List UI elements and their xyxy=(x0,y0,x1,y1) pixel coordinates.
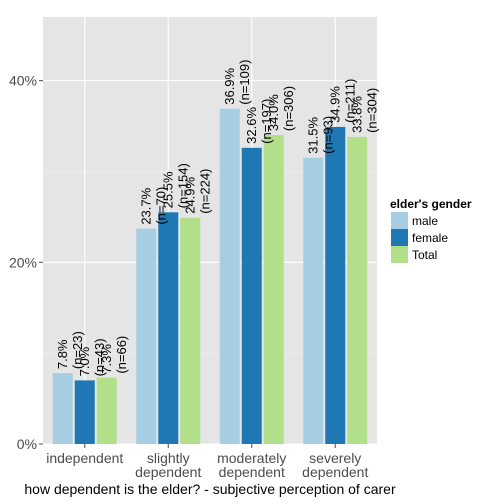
legend-label: female xyxy=(412,231,448,245)
bar-value-label: 31.5%(n=93) xyxy=(305,116,335,154)
bar-value-label: 23.7%(n=70) xyxy=(138,187,168,225)
x-tick-label: severely xyxy=(309,450,361,466)
bar-female xyxy=(74,380,95,444)
bar-value-label: 33.8%(n=304) xyxy=(349,88,379,133)
x-tick-label: dependent xyxy=(219,464,285,480)
legend-label: male xyxy=(412,214,438,228)
x-axis: independent slightlydependentmoderatelyde… xyxy=(46,444,368,480)
x-axis-label: how dependent is the elder? - subjective… xyxy=(24,481,396,497)
data-labels: 7.8%(n=23) 23.7%(n=70) 36.9%(n=109) 31.5%(n… xyxy=(55,60,380,377)
bar-total xyxy=(347,136,368,444)
bar-male xyxy=(136,228,157,444)
bar-total xyxy=(180,217,201,444)
x-tick-label: moderately xyxy=(217,450,286,466)
bar-male xyxy=(52,373,73,444)
bar-value-label: 36.9%(n=109) xyxy=(222,60,252,105)
legend-key-female xyxy=(391,229,408,246)
bar-total xyxy=(96,377,117,444)
bar-value-label: 34.0%(n=306) xyxy=(266,86,296,131)
bar-value-label: 25.5%(n=154) xyxy=(160,163,190,208)
legend-label: Total xyxy=(412,248,437,262)
bar-female xyxy=(241,147,262,444)
bars xyxy=(52,108,368,445)
legend-key-total xyxy=(391,246,408,263)
bar-male xyxy=(303,157,324,444)
y-tick-label: 40% xyxy=(9,73,37,89)
x-tick-label: independent xyxy=(46,450,123,466)
bar-value-label: 7.8%(n=23) xyxy=(55,331,85,369)
bar-value-label: 7.3%(n=66) xyxy=(99,336,129,374)
y-axis: 0% 20% 40% xyxy=(9,73,43,452)
bar-value-label: 32.6%(n=197) xyxy=(244,99,274,144)
legend-key-male xyxy=(391,212,408,229)
y-tick-label: 20% xyxy=(9,254,37,270)
bar-female xyxy=(158,212,179,444)
bar-female xyxy=(325,126,346,445)
y-tick-label: 0% xyxy=(17,436,37,452)
x-tick-label: dependent xyxy=(302,464,368,480)
legend-title: elder's gender xyxy=(390,197,472,211)
bar-value-label: 7.0%(n=43) xyxy=(77,338,107,376)
bar-total xyxy=(263,135,284,444)
x-tick-label: slightly xyxy=(147,450,190,466)
x-tick-label: dependent xyxy=(135,464,201,480)
bar-value-label: 34.9%(n=211) xyxy=(327,79,357,123)
legend: elder's gender male female Total xyxy=(390,197,472,263)
bar-male xyxy=(219,108,240,444)
bar-value-label: 24.9%(n=224) xyxy=(182,169,212,214)
